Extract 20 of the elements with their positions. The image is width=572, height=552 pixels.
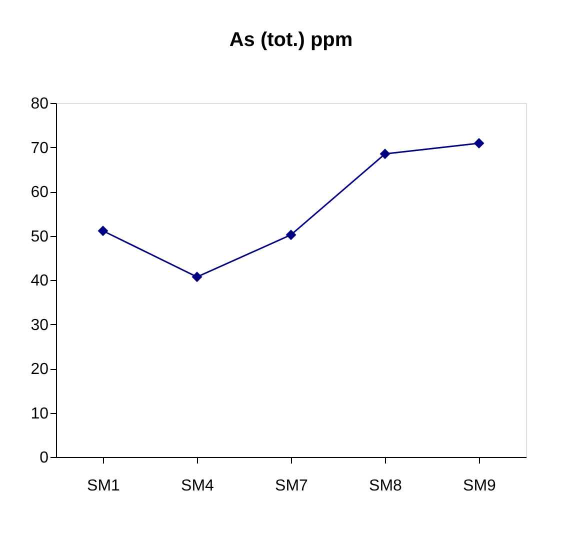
- point: [98, 226, 108, 236]
- y-tick-label: 30: [30, 316, 49, 334]
- x-tick-label: SM9: [463, 478, 496, 494]
- x-tick-label: SM7: [275, 478, 308, 494]
- point: [192, 272, 202, 282]
- y-tick-label: 60: [30, 184, 49, 201]
- x-tick-label: SM1: [87, 478, 120, 494]
- y-tick-label: 20: [30, 361, 49, 378]
- y-tick-label: 80: [30, 96, 49, 112]
- x-tick-label: SM8: [369, 478, 402, 494]
- y-tick-label: 40: [30, 272, 49, 290]
- point: [474, 138, 484, 149]
- point: [286, 230, 296, 240]
- chart-title: As (tot.) ppm: [229, 29, 353, 51]
- y-tick-label: 0: [40, 450, 49, 466]
- y-tick-label: 50: [30, 228, 49, 246]
- x-tick-label: SM4: [181, 478, 214, 494]
- point: [380, 148, 390, 160]
- y-tick-label: 10: [30, 405, 49, 422]
- y-tick-label: 70: [30, 140, 49, 157]
